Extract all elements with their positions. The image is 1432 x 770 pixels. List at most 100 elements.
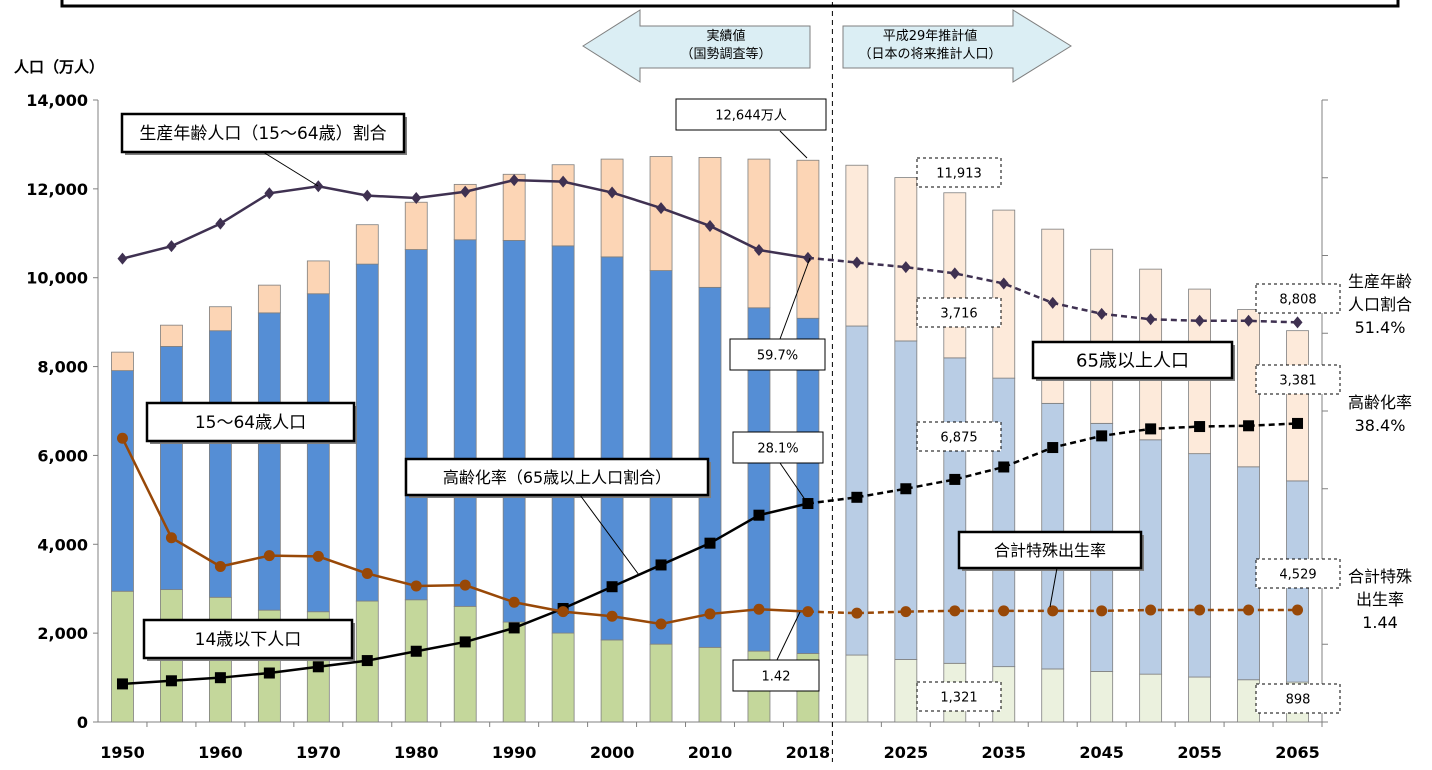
- data-point-aging-rate: [1047, 442, 1059, 454]
- right-label-fertility: 1.44: [1362, 613, 1398, 632]
- annotations-layer: 実績値 （国勢調査等） 平成29年推計値 （日本の将来推計人口） 生産年齢人口（15〜6…: [120, 9, 1412, 714]
- axes-layer: 0 2,000 4,000 6,000 8,000 10,000 12,000 14,000 1…: [26, 2, 1328, 762]
- data-point-fertility: [214, 561, 226, 572]
- bar-elderly: [453, 183, 477, 241]
- x-tick-label: 1950: [100, 743, 145, 762]
- label-elderly-pop-text: 65歳以上人口: [1076, 350, 1189, 371]
- arrow-actual-label: 実績値: [706, 28, 745, 44]
- x-tick-label: 2035: [981, 743, 1026, 762]
- callout-fertility-2018: [732, 659, 820, 692]
- data-point-working-ratio: [411, 191, 422, 204]
- bar-child: [404, 599, 428, 723]
- bar-working: [845, 325, 869, 656]
- arrow-projection-label: 平成29年推計値: [883, 28, 978, 44]
- bar-child: [894, 659, 918, 723]
- bar-working: [1188, 453, 1211, 678]
- data-point-fertility: [949, 605, 961, 617]
- bar-working: [453, 239, 477, 607]
- bar-elderly: [600, 158, 624, 258]
- data-point-aging-rate: [655, 559, 667, 571]
- callout-working-ratio-2018: [729, 338, 826, 371]
- data-point-aging-rate: [1243, 420, 1255, 432]
- bar-child: [649, 643, 673, 723]
- bar-working: [355, 263, 379, 602]
- callout-elderly-2065-text: 3,381: [1279, 374, 1316, 389]
- x-tick-label: 2055: [1177, 743, 1222, 762]
- bar-child: [453, 605, 477, 723]
- bar-elderly: [111, 351, 134, 372]
- bar-elderly: [796, 159, 820, 319]
- data-point-working-ratio: [1145, 313, 1156, 326]
- data-point-working-ratio: [362, 189, 373, 202]
- x-tick-label: 1980: [394, 743, 439, 762]
- bar-working: [551, 245, 575, 634]
- data-point-fertility: [851, 607, 863, 619]
- data-point-fertility: [116, 432, 128, 444]
- y-axis-title: 人口（万人）: [14, 58, 104, 76]
- data-point-working-ratio: [705, 219, 715, 232]
- data-point-working-ratio: [1292, 316, 1303, 329]
- label-child-pop-text: 14歳以下人口: [195, 630, 302, 650]
- label-child-pop: [142, 618, 354, 660]
- label-working-ratio: [120, 112, 406, 154]
- data-point-aging-rate: [116, 678, 128, 690]
- bar-working: [306, 293, 330, 613]
- y-tick-label: 0: [77, 713, 88, 732]
- callout-total-2030-text: 11,913: [936, 167, 982, 182]
- callout-working-2030: [916, 421, 1002, 452]
- data-point-aging-rate: [900, 483, 912, 495]
- leader-total-2018: [779, 130, 808, 159]
- y-tick-label: 10,000: [26, 269, 88, 288]
- data-point-aging-rate: [606, 581, 618, 593]
- data-point-working-ratio: [998, 277, 1009, 290]
- data-point-fertility: [508, 596, 520, 608]
- data-point-aging-rate: [753, 509, 765, 521]
- bar-elderly: [992, 209, 1016, 379]
- bar-child: [502, 621, 526, 723]
- data-point-fertility: [410, 580, 422, 592]
- data-point-working-ratio: [1096, 307, 1107, 320]
- bar-working: [404, 249, 428, 601]
- data-point-working-ratio: [851, 256, 862, 269]
- callout-elderly-2065: [1255, 364, 1341, 395]
- data-point-fertility: [1243, 604, 1255, 616]
- callout-total-2018-text: 12,644万人: [715, 109, 787, 124]
- data-point-working-ratio: [656, 202, 667, 215]
- arrow-actual-label: （国勢調査等）: [680, 46, 771, 62]
- bar-child: [551, 632, 575, 723]
- data-point-working-ratio: [313, 180, 324, 193]
- callout-elderly-2030: [916, 297, 1002, 328]
- data-point-aging-rate: [1292, 417, 1304, 429]
- x-tick-label: 2065: [1275, 743, 1320, 762]
- data-point-working-ratio: [802, 251, 813, 264]
- bar-elderly: [208, 306, 232, 332]
- data-point-working-ratio: [117, 252, 128, 265]
- bar-child: [1139, 673, 1163, 723]
- bar-working: [208, 330, 232, 598]
- callout-child-2030: [916, 681, 1002, 712]
- right-label-aging-rate: 高齢化率: [1348, 393, 1412, 412]
- bar-child: [600, 639, 624, 723]
- label-working-ratio-text: 生産年齢人口（15〜64歳）割合: [139, 124, 386, 144]
- data-point-aging-rate: [998, 461, 1010, 473]
- bar-elderly: [257, 284, 281, 314]
- lines-layer: [116, 174, 1304, 690]
- x-tick-label: 2025: [884, 743, 929, 762]
- label-fertility: [957, 530, 1143, 570]
- bar-working: [160, 346, 183, 591]
- x-tick-label: 1970: [296, 743, 341, 762]
- data-point-aging-rate: [410, 645, 422, 657]
- bar-elderly: [355, 224, 379, 265]
- callout-total-2018: [675, 98, 827, 131]
- data-point-working-ratio: [509, 174, 520, 187]
- data-point-working-ratio: [1194, 314, 1205, 327]
- data-point-fertility: [1096, 605, 1108, 617]
- bar-elderly: [160, 324, 183, 347]
- callout-elderly-2030-text: 3,716: [940, 307, 977, 322]
- data-point-fertility: [312, 550, 324, 562]
- bar-elderly: [845, 164, 869, 327]
- arrow-actual: [582, 9, 811, 83]
- data-point-fertility: [900, 606, 912, 618]
- data-point-working-ratio: [900, 261, 911, 274]
- data-point-working-ratio: [166, 240, 177, 253]
